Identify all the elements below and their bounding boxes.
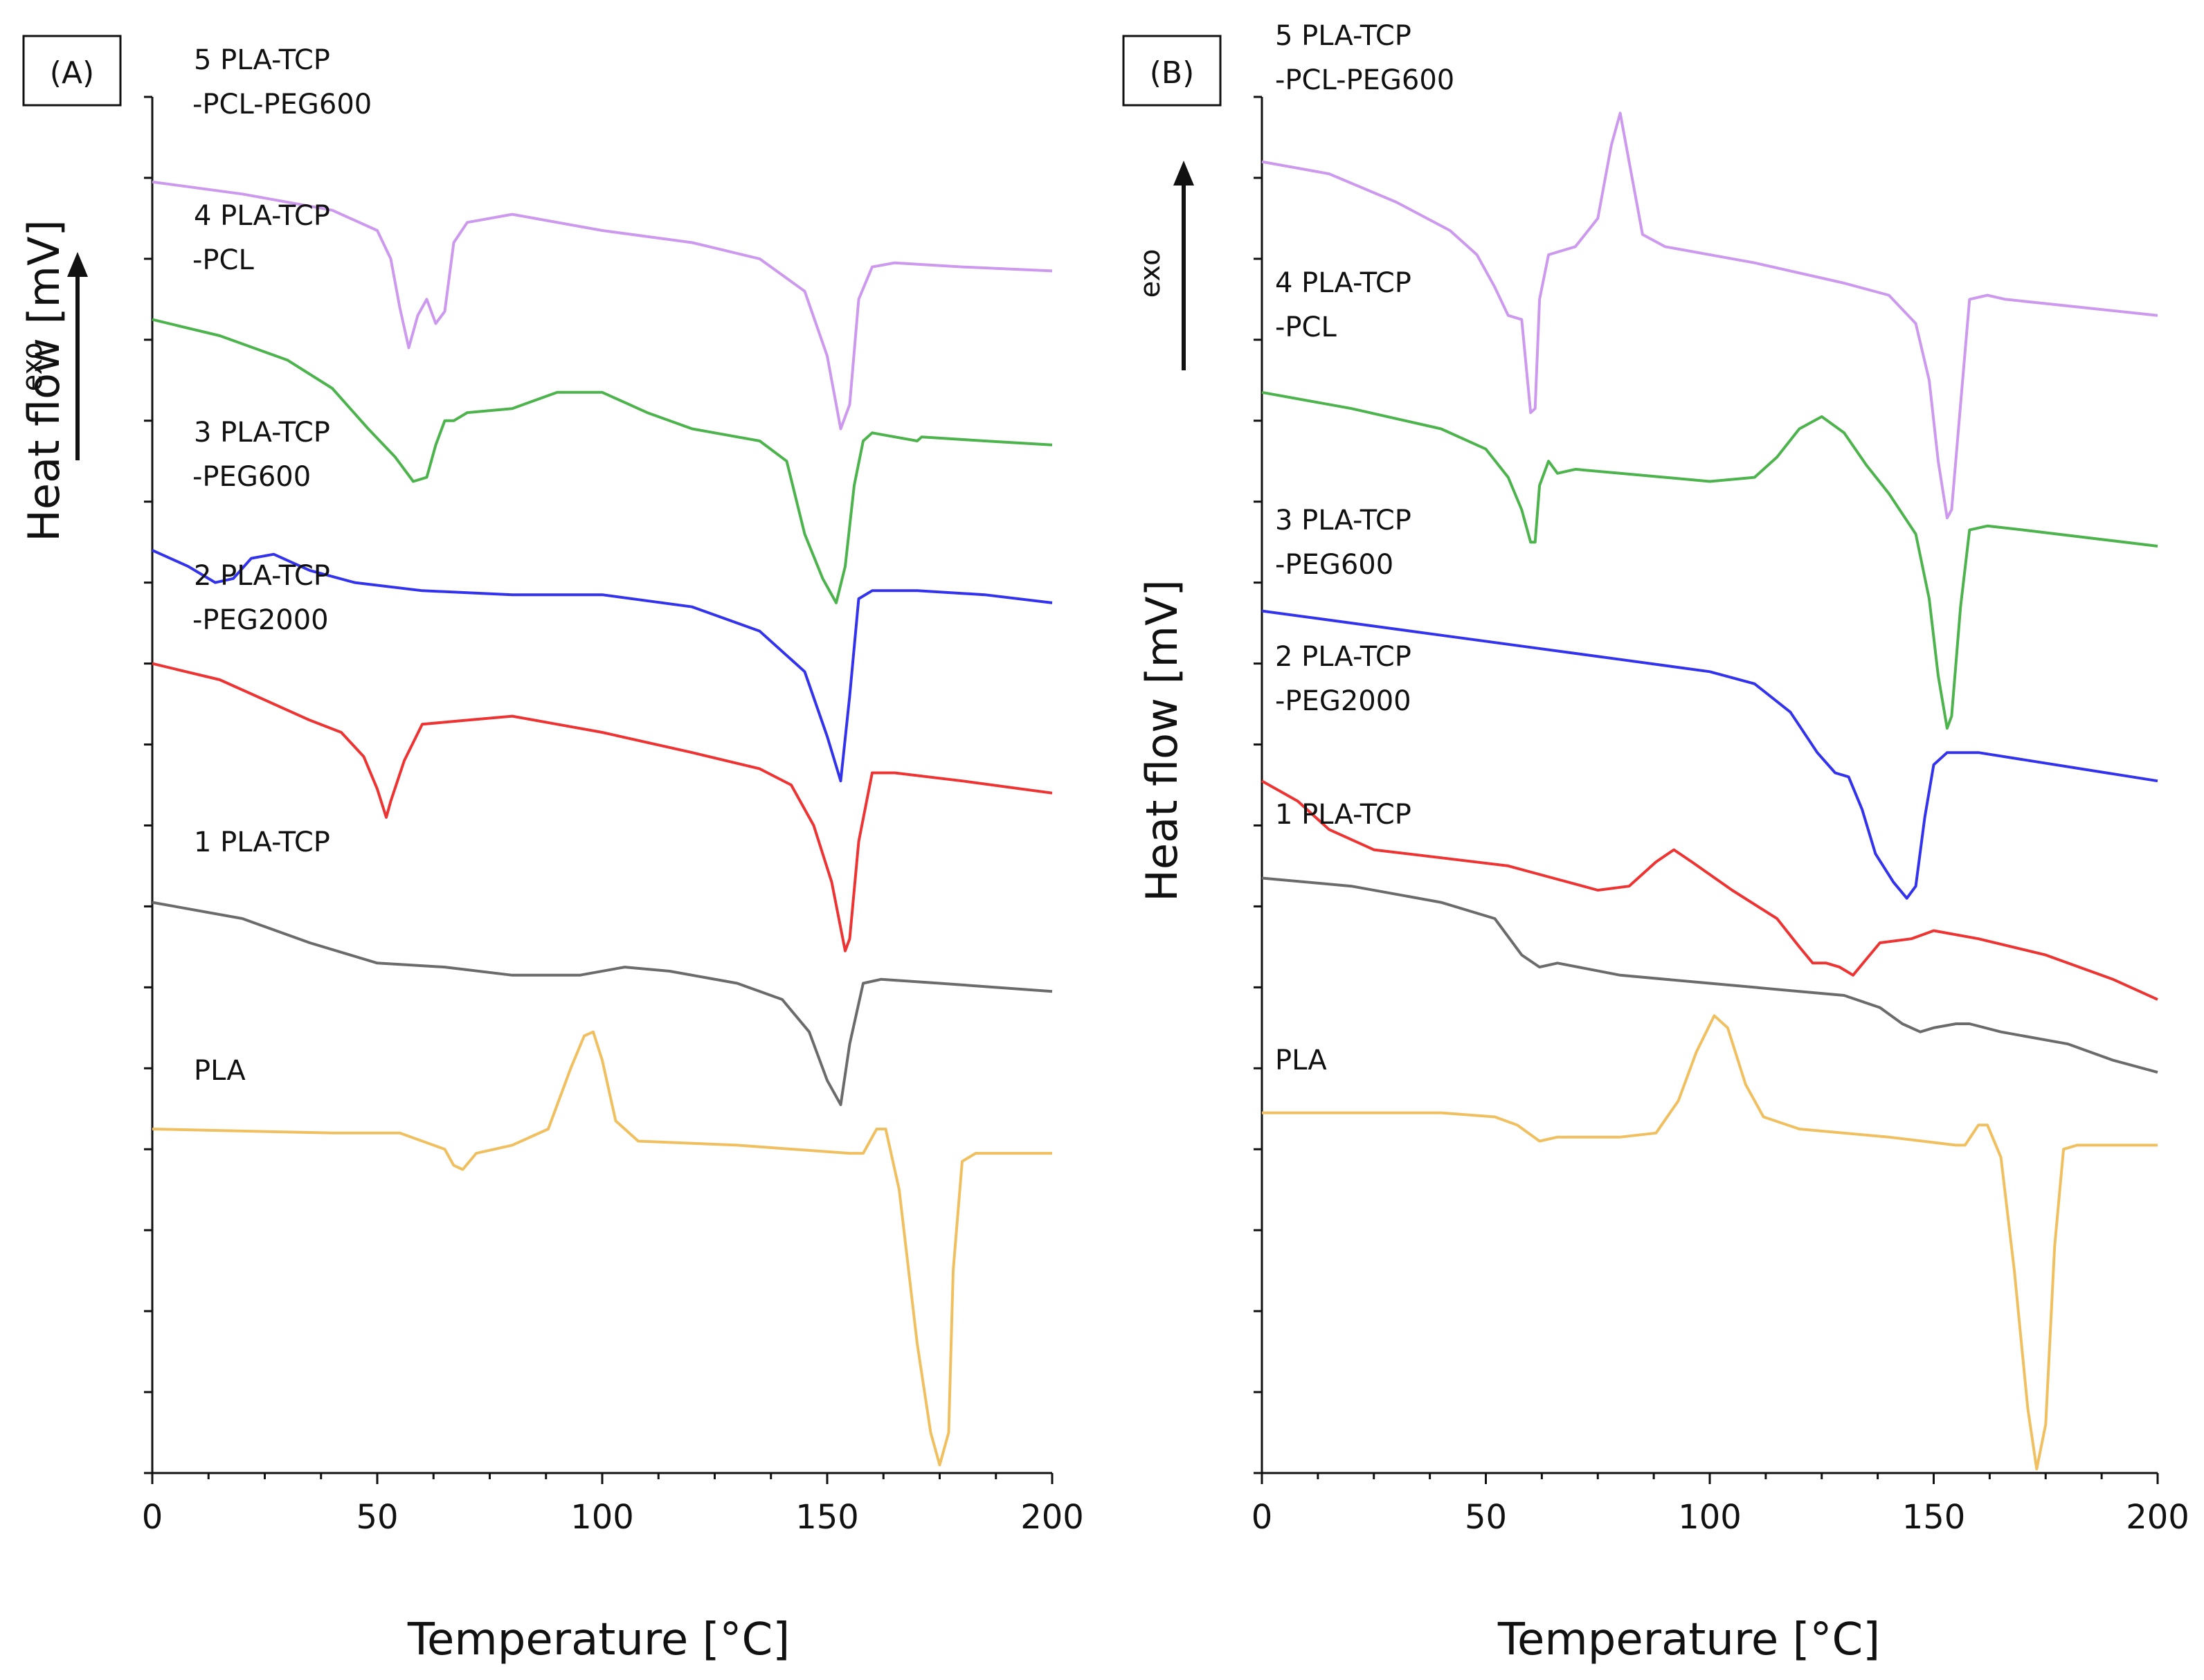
series-label: -PCL-PEG600 xyxy=(1275,64,1454,96)
series-label: 1 PLA-TCP xyxy=(1275,799,1411,831)
x-tick-label: 50 xyxy=(1465,1498,1507,1537)
series-line xyxy=(152,662,1053,952)
series-label: 5 PLA-TCP xyxy=(1275,20,1411,52)
panel-b-x-axis-title: Temperature [°C] xyxy=(1497,1614,1880,1665)
series-line xyxy=(1261,779,2158,1001)
series-label: 4 PLA-TCP xyxy=(194,200,330,232)
panel-b: (B) Heat flow [mV] exo 0 50 100 150 200 5 PL… xyxy=(1122,20,2189,1665)
panel-b-exo-arrow-head xyxy=(1173,161,1194,186)
series-line xyxy=(1261,390,2158,730)
series-label: 3 PLA-TCP xyxy=(194,417,330,449)
series-label: PLA xyxy=(1275,1045,1327,1076)
series-label: -PEG2000 xyxy=(192,604,329,636)
series-label: 2 PLA-TCP xyxy=(1275,641,1411,673)
x-tick-label: 0 xyxy=(1252,1498,1273,1537)
panel-a-exo-arrow-head xyxy=(67,252,88,277)
series-line xyxy=(1262,1014,2158,1471)
series-line xyxy=(152,1030,1052,1467)
panel-a-x-axis-title: Temperature [°C] xyxy=(407,1614,790,1665)
panel-a-x-tick-labels: 0 50 100 150 200 xyxy=(142,1498,1084,1537)
series-line xyxy=(1261,111,2158,520)
x-tick-label: 150 xyxy=(795,1498,859,1537)
panel-b-series-labels: 5 PLA-TCP -PCL-PEG600 4 PLA-TCP -PCL 3 PLA-T… xyxy=(1275,20,1454,1076)
panel-b-curves xyxy=(1261,111,2158,1471)
series-label: -PCL xyxy=(1275,311,1337,343)
series-label: -PEG600 xyxy=(192,461,311,493)
x-tick-label: 200 xyxy=(2126,1498,2189,1537)
panel-a-curves xyxy=(152,180,1053,1467)
panel-a-exo-label: exo xyxy=(17,343,48,392)
series-label: -PCL xyxy=(192,244,254,276)
series-label: -PEG600 xyxy=(1275,549,1393,581)
series-label: 1 PLA-TCP xyxy=(194,827,330,858)
panel-b-label: (B) xyxy=(1150,55,1195,91)
x-tick-label: 50 xyxy=(356,1498,398,1537)
panel-b-y-axis-title: Heat flow [mV] xyxy=(1137,579,1187,901)
panel-a: (A) Heat flow [mV] exo 0 50 100 150 200 5 PL… xyxy=(17,35,1084,1665)
series-label: 3 PLA-TCP xyxy=(1275,505,1411,536)
panel-b-x-tick-labels: 0 50 100 150 200 xyxy=(1252,1498,2189,1537)
series-line xyxy=(152,901,1053,1106)
series-label: 5 PLA-TCP xyxy=(194,44,330,76)
panel-b-y-ticks xyxy=(1254,96,1262,1474)
x-tick-label: 100 xyxy=(570,1498,634,1537)
panel-a-series-labels: 5 PLA-TCP -PCL-PEG600 4 PLA-TCP -PCL 3 PLA-T… xyxy=(192,44,372,1087)
panel-b-label-box xyxy=(1122,35,1222,107)
series-label: -PCL-PEG600 xyxy=(192,89,372,120)
series-line xyxy=(152,318,1053,604)
x-tick-label: 200 xyxy=(1020,1498,1084,1537)
panel-a-y-ticks xyxy=(144,96,152,1474)
series-label: -PEG2000 xyxy=(1275,685,1411,717)
series-label: PLA xyxy=(194,1055,246,1087)
panel-a-label: (A) xyxy=(50,55,94,91)
panel-a-x-ticks xyxy=(151,1473,1054,1484)
x-tick-label: 150 xyxy=(1902,1498,1966,1537)
panel-a-y-axis-title: Heat flow [mV] xyxy=(19,219,69,541)
panel-a-label-box xyxy=(22,35,122,107)
panel-b-x-ticks xyxy=(1261,1473,2159,1484)
series-line xyxy=(152,180,1053,431)
panel-b-exo-label: exo xyxy=(1135,249,1166,298)
series-label: 4 PLA-TCP xyxy=(1275,267,1411,299)
x-tick-label: 100 xyxy=(1678,1498,1742,1537)
series-line xyxy=(1261,876,2158,1074)
x-tick-label: 0 xyxy=(142,1498,163,1537)
series-line xyxy=(1261,609,2158,900)
series-line xyxy=(152,549,1053,783)
series-label: 2 PLA-TCP xyxy=(194,560,330,592)
